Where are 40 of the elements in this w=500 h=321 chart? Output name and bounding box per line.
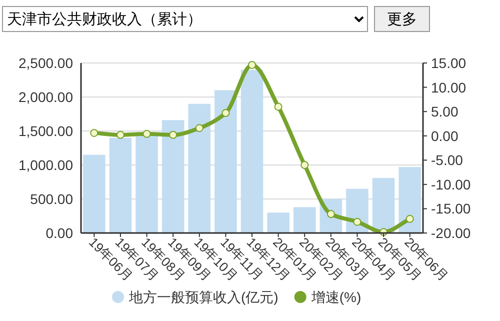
point xyxy=(169,130,178,139)
bar xyxy=(83,154,106,233)
bar xyxy=(109,138,132,233)
y2-tick-label: -5.00 xyxy=(431,152,464,168)
y2-tick-label: -10.00 xyxy=(431,176,471,192)
bar xyxy=(136,134,158,233)
y2-tick-label: -15.00 xyxy=(431,200,471,217)
bar xyxy=(240,70,264,233)
bar xyxy=(267,212,290,233)
point xyxy=(300,161,309,169)
y-tick-label: 0.00 xyxy=(46,225,74,241)
y2-tick-label: 10.00 xyxy=(431,79,466,96)
y2-tick-label: 5.00 xyxy=(431,104,458,120)
y-tick-label: 500.00 xyxy=(30,191,74,207)
point xyxy=(116,130,124,139)
point xyxy=(90,128,98,137)
bar xyxy=(293,207,316,233)
y-tick-label: 1,000.00 xyxy=(18,157,74,173)
point xyxy=(353,218,362,226)
y-tick-label: 2,500.00 xyxy=(18,55,74,71)
y2-tick-label: -20.00 xyxy=(431,225,471,241)
legend-label: 地方一般预算收入(亿元) xyxy=(128,289,278,305)
point xyxy=(248,60,256,69)
bar xyxy=(188,104,211,233)
point xyxy=(406,214,414,223)
point xyxy=(142,130,151,138)
chart-title: 天津市公共财政收入（累计） xyxy=(2,6,368,32)
point xyxy=(222,109,230,118)
bar xyxy=(214,90,237,233)
bar xyxy=(372,178,395,233)
y2-tick-label: 15.00 xyxy=(431,55,466,71)
legend-label: 增速(%) xyxy=(310,289,362,305)
y-tick-label: 2,000.00 xyxy=(18,89,74,105)
y-tick-label: 1,500.00 xyxy=(18,123,74,139)
bar xyxy=(398,167,421,233)
text: 更多 xyxy=(374,6,430,32)
y2-tick-label: 0.00 xyxy=(431,128,458,144)
bar xyxy=(162,120,184,233)
point xyxy=(195,124,204,132)
point xyxy=(274,102,282,111)
